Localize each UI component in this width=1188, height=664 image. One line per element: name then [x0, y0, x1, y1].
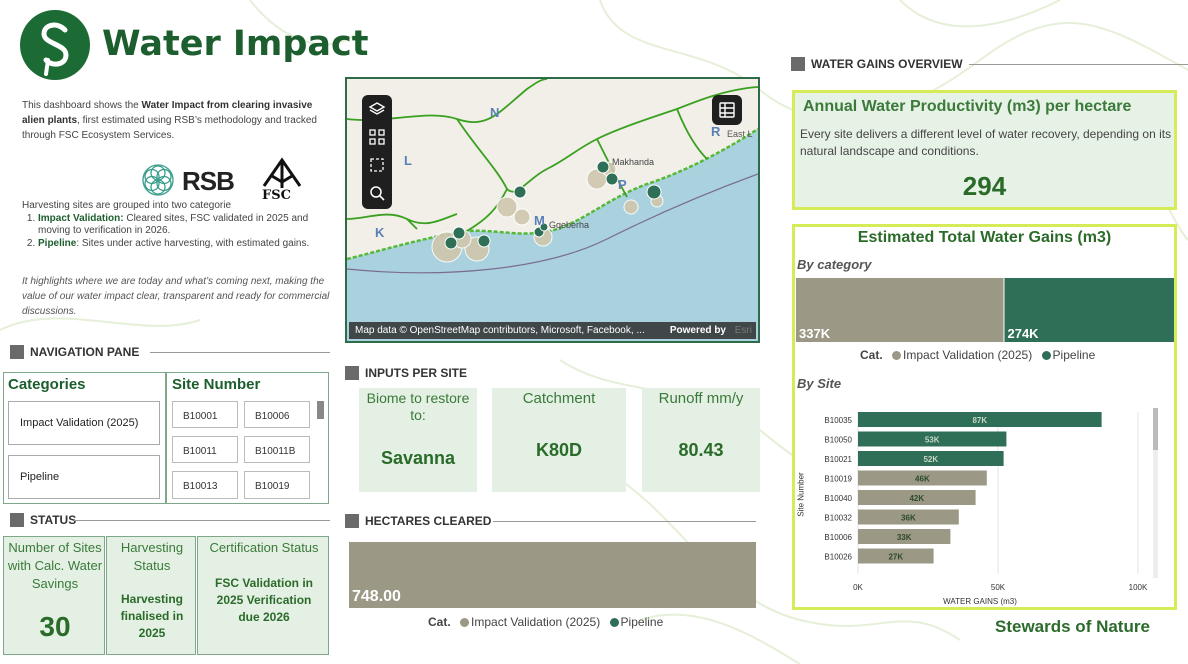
- category-bar-chart[interactable]: 337K 274K: [796, 278, 1174, 342]
- category-legend: Cat. Impact Validation (2025) Pipeline: [860, 348, 1096, 362]
- site-bar-b10035[interactable]: [858, 412, 1102, 427]
- site-bar-b10019[interactable]: [858, 470, 987, 486]
- site-option-b10006[interactable]: B10006: [244, 401, 310, 428]
- runoff-card: Runoff mm/y 80.43: [642, 388, 760, 492]
- hectares-legend: Cat. Impact Validation (2025) Pipeline: [428, 615, 664, 629]
- category-impact-validation[interactable]: Impact Validation (2025): [8, 401, 160, 445]
- search-icon[interactable]: [368, 184, 386, 202]
- site-option-b10011b[interactable]: B10011B: [244, 436, 310, 463]
- site-option-b10011[interactable]: B10011: [172, 436, 238, 463]
- site-number-slicer: Site Number B10001 B10006 B10011 B10011B…: [166, 372, 329, 504]
- site-data-label-6: 33K: [897, 533, 912, 542]
- harvest-item-pipeline: Pipeline: Sites under active harvesting,…: [38, 238, 332, 251]
- category-bar-0[interactable]: [796, 278, 1004, 342]
- inputs-section-header: INPUTS PER SITE: [345, 365, 760, 381]
- site-category-label-1: B10050: [824, 436, 852, 445]
- site-data-label-1: 53K: [925, 436, 940, 445]
- hectares-section-header: HECTARES CLEARED: [345, 513, 760, 529]
- biome-card: Biome to restore to: Savanna: [359, 388, 477, 492]
- site-bar-b10040[interactable]: [858, 490, 976, 505]
- water-gains-section-header: WATER GAINS OVERVIEW: [791, 56, 1188, 72]
- legend-dot-impact: [892, 351, 902, 361]
- layers-icon[interactable]: [368, 100, 386, 118]
- categories-slicer: Categories Impact Validation (2025) Pipe…: [3, 372, 166, 504]
- site-x-tick-2: 100K: [1129, 583, 1148, 592]
- site-chart-scrollbar[interactable]: [1153, 408, 1158, 578]
- sites-count-card: Number of Sites with Calc. Water Savings…: [3, 536, 105, 655]
- site-bar-b10032[interactable]: [858, 509, 959, 525]
- qr-select-icon[interactable]: [368, 128, 386, 146]
- site-option-b10001[interactable]: B10001: [172, 401, 238, 428]
- status-section-header: STATUS: [10, 512, 330, 528]
- catchment-card: Catchment K80D: [492, 388, 626, 492]
- certification-status-card: Certification Status FSC Validation in 2…: [197, 536, 329, 655]
- brand-logo: [20, 10, 90, 80]
- hectares-value-label: 748.00: [352, 588, 401, 605]
- harvest-item-impact: Impact Validation: Cleared sites, FSC va…: [38, 213, 332, 238]
- site-option-b10019[interactable]: B10019: [244, 471, 310, 499]
- legend-dot-pipeline: [1041, 351, 1051, 361]
- site-x-axis-title: WATER GAINS (m3): [943, 597, 1017, 606]
- site-bar-b10050[interactable]: [858, 431, 1007, 447]
- fsc-tree-icon: [262, 157, 302, 188]
- harvest-groups-text: Harvesting sites are grouped into two ca…: [22, 200, 332, 250]
- site-option-b10013[interactable]: B10013: [172, 471, 238, 499]
- site-category-label-3: B10019: [824, 475, 852, 484]
- map-toolbar: [362, 95, 392, 209]
- closing-text: It highlights where we are today and wha…: [22, 276, 330, 317]
- legend-dot-impact: [460, 618, 470, 628]
- category-bar-label-1: 274K: [1007, 326, 1039, 341]
- site-category-label-5: B10032: [824, 514, 852, 523]
- nav-section-header: NAVIGATION PANE: [10, 344, 330, 360]
- site-data-label-4: 42K: [909, 494, 924, 503]
- map-canvas[interactable]: [346, 78, 759, 341]
- category-pipeline[interactable]: Pipeline: [8, 455, 160, 499]
- site-bar-b10006[interactable]: [858, 529, 951, 544]
- site-bar-b10021[interactable]: [858, 451, 1004, 466]
- site-data-label-5: 36K: [901, 514, 916, 523]
- site-y-axis-title-wrap: Site Number: [796, 472, 806, 517]
- site-category-label-4: B10040: [824, 494, 852, 503]
- site-category-label-2: B10021: [824, 455, 852, 464]
- fsc-logo: FSC: [260, 154, 320, 206]
- intro-text: This dashboard shows the Water Impact fr…: [22, 100, 317, 141]
- hectares-bar[interactable]: 748.00: [349, 542, 756, 608]
- site-data-label-0: 87K: [972, 416, 987, 425]
- table-view-button[interactable]: [712, 95, 742, 125]
- category-bar-label-0: 337K: [799, 326, 831, 341]
- table-icon: [719, 102, 735, 118]
- leaf-s-logo-icon: [41, 22, 69, 76]
- productivity-card: Annual Water Productivity (m3) per hecta…: [792, 90, 1177, 210]
- category-bar-1[interactable]: [1004, 278, 1174, 342]
- site-bar-b10026[interactable]: [858, 548, 934, 564]
- site-category-label-7: B10026: [824, 553, 852, 562]
- site-category-label-6: B10006: [824, 533, 852, 542]
- site-x-tick-1: 50K: [991, 583, 1006, 592]
- site-data-label-2: 52K: [923, 455, 938, 464]
- rectangle-select-icon[interactable]: [368, 156, 386, 174]
- rsb-logo: RSB: [138, 160, 238, 200]
- site-map[interactable]: N L K M P R East L Makhanda Gqeberha: [345, 77, 760, 343]
- site-bar-chart[interactable]: 0K 50K 100K B10035 87K B10050 53K B10021 52K B100…: [796, 404, 1166, 608]
- site-data-label-3: 46K: [915, 475, 930, 484]
- slicer-scrollbar[interactable]: [317, 401, 324, 419]
- map-attribution: Map data © OpenStreetMap contributors, M…: [349, 322, 756, 339]
- site-category-label-0: B10035: [824, 416, 852, 425]
- flower-of-life-icon: [142, 164, 174, 196]
- stewards-of-nature-logo: Stewards of Nature: [995, 617, 1150, 636]
- harvesting-status-card: Harvesting Status Harvesting finalised i…: [106, 536, 196, 655]
- site-data-label-7: 27K: [888, 553, 903, 562]
- page-title: Water Impact: [102, 24, 369, 64]
- site-x-tick-0: 0K: [853, 583, 863, 592]
- legend-dot-pipeline: [609, 618, 619, 628]
